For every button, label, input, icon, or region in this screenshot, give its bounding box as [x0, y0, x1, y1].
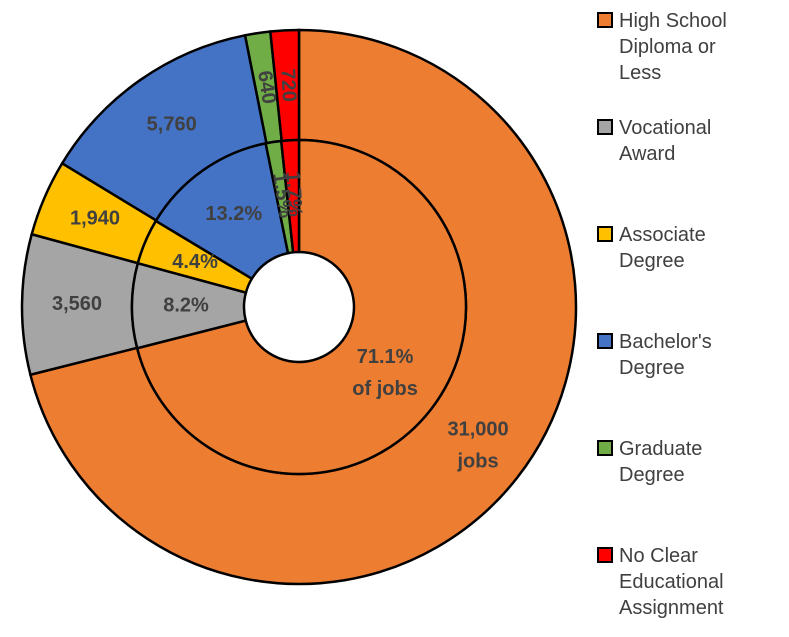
data-label: 31,000 jobs — [447, 419, 508, 473]
label-line: of jobs — [352, 378, 418, 400]
legend-item: Graduate Degree — [597, 436, 749, 488]
data-label: 3,560 — [52, 293, 102, 315]
legend-item: Bachelor's Degree — [597, 329, 749, 381]
data-label: 8.2% — [163, 294, 209, 316]
legend-label: Vocational Award — [619, 117, 712, 165]
data-label: 720 — [276, 68, 300, 102]
legend-item: No Clear Educational Assignment — [597, 543, 749, 621]
legend-swatch — [597, 440, 613, 456]
data-label: 5,760 — [147, 113, 197, 135]
legend-item: Vocational Award — [597, 115, 749, 167]
legend-swatch — [597, 547, 613, 563]
legend-swatch — [597, 333, 613, 349]
label-line: jobs — [457, 451, 499, 473]
legend-label: High School Diploma or Less — [619, 10, 727, 84]
data-label: 4.4% — [172, 251, 218, 273]
legend-item: Associate Degree — [597, 222, 749, 274]
label-line: 31,000 — [447, 419, 508, 441]
label-line: 71.1% — [357, 346, 414, 368]
data-label: 640 — [253, 69, 280, 105]
data-label: 71.1% of jobs — [352, 346, 418, 400]
legend-swatch — [597, 12, 613, 28]
donut-slice — [154, 141, 290, 281]
legend-label: Graduate Degree — [619, 438, 703, 486]
legend-item: High School Diploma or Less — [597, 8, 749, 86]
data-label: 1.7% — [281, 171, 305, 218]
donut-slice — [279, 138, 301, 254]
donut-slice — [135, 138, 468, 476]
legend-label: No Clear Educational Assignment — [619, 545, 724, 619]
data-label: 13.2% — [205, 203, 262, 225]
data-label: 1,940 — [70, 208, 120, 230]
legend-swatch — [597, 226, 613, 242]
legend-label: Associate Degree — [619, 224, 706, 272]
legend-swatch — [597, 119, 613, 135]
legend-label: Bachelor's Degree — [619, 331, 712, 379]
